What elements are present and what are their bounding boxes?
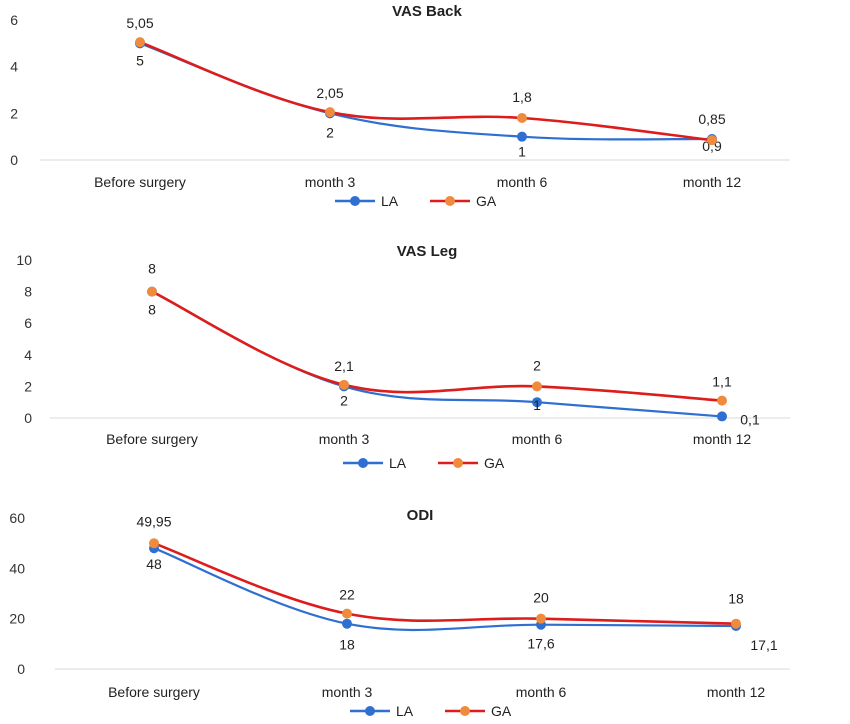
data-label-la: 2	[326, 124, 334, 140]
legend-marker-la	[358, 458, 368, 468]
y-tick-label: 20	[9, 611, 25, 627]
legend-marker-ga	[460, 706, 470, 716]
series-line-la	[139, 42, 713, 141]
point-ga	[339, 379, 349, 390]
point-ga	[149, 538, 159, 549]
data-label-la: 18	[339, 637, 355, 653]
data-label-ga: 18	[728, 591, 744, 607]
data-label-ga: 8	[148, 261, 156, 277]
legend-label-la: LA	[389, 455, 407, 471]
x-tick-label: month 3	[322, 684, 373, 700]
data-label-la: 0,1	[740, 411, 760, 427]
chart-title: VAS Back	[392, 3, 462, 20]
data-label-la: 1	[533, 397, 541, 413]
series-line-ga	[153, 542, 737, 625]
legend-label-la: LA	[396, 703, 414, 719]
y-tick-label: 6	[24, 315, 32, 331]
point-la	[532, 397, 542, 408]
chart-1: VAS Leg 0 2 4 6 8 10 Before surgery month 3 month…	[16, 243, 790, 471]
y-tick-label: 0	[24, 410, 32, 426]
y-tick-label: 0	[17, 661, 25, 677]
x-tick-label: Before surgery	[108, 684, 200, 700]
data-label-ga: 49,95	[136, 513, 171, 529]
legend-label-la: LA	[381, 193, 399, 209]
data-label-la: 5	[136, 52, 144, 68]
y-tick-label: 2	[24, 378, 32, 394]
data-label-ga: 2,05	[316, 85, 343, 101]
x-tick-label: month 6	[516, 684, 567, 700]
legend-marker-ga	[445, 196, 455, 206]
point-ga	[707, 135, 717, 146]
chart-2: ODI 0 20 40 60 Before surgery month 3 month 6 mo…	[9, 507, 790, 719]
point-ga	[532, 381, 542, 392]
x-tick-label: Before surgery	[106, 431, 198, 447]
point-la	[517, 131, 527, 142]
y-tick-label: 60	[9, 510, 25, 526]
legend-label-ga: GA	[476, 193, 497, 209]
data-label-la: 0,9	[702, 138, 722, 154]
chart-title: ODI	[407, 507, 434, 524]
data-label-ga: 22	[339, 587, 355, 603]
y-tick-label: 4	[10, 59, 18, 75]
data-label-la: 17,1	[750, 637, 777, 653]
data-label-ga: 1,1	[712, 374, 732, 390]
series-line-ga	[139, 40, 713, 142]
x-tick-label: month 3	[319, 431, 370, 447]
series-line-ga	[151, 290, 723, 402]
point-la	[342, 618, 352, 629]
x-tick-label: month 6	[497, 174, 548, 190]
series-line-la	[153, 547, 737, 632]
point-la	[717, 411, 727, 422]
legend-label-ga: GA	[491, 703, 512, 719]
x-tick-label: month 12	[707, 684, 766, 700]
data-label-ga: 1,8	[512, 89, 532, 105]
point-ga	[342, 608, 352, 619]
legend-marker-ga	[453, 458, 463, 468]
x-tick-label: month 12	[683, 174, 742, 190]
data-label-ga: 2	[533, 357, 541, 373]
legend-marker-la	[365, 706, 375, 716]
data-label-la: 8	[148, 302, 156, 318]
y-tick-label: 40	[9, 560, 25, 576]
chart-title: VAS Leg	[397, 243, 458, 260]
x-tick-label: month 3	[305, 174, 356, 190]
x-tick-label: month 12	[693, 431, 752, 447]
y-tick-label: 8	[24, 284, 32, 300]
data-label-la: 1	[518, 144, 526, 160]
point-ga	[325, 107, 335, 118]
data-label-ga: 2,1	[334, 358, 354, 374]
data-label-ga: 5,05	[126, 15, 153, 31]
point-ga	[536, 613, 546, 624]
y-tick-label: 10	[16, 252, 32, 268]
x-tick-label: Before surgery	[94, 174, 186, 190]
point-ga	[731, 618, 741, 629]
x-tick-label: month 6	[512, 431, 563, 447]
point-ga	[147, 286, 157, 297]
y-tick-label: 4	[24, 347, 32, 363]
data-label-la: 17,6	[527, 636, 554, 652]
y-tick-label: 2	[10, 105, 18, 121]
point-ga	[717, 395, 727, 406]
legend-marker-la	[350, 196, 360, 206]
data-label-la: 2	[340, 392, 348, 408]
legend-label-ga: GA	[484, 455, 505, 471]
point-ga	[517, 113, 527, 123]
chart-0: VAS Back 0 2 4 6 Before surgery month 3 month 6…	[10, 3, 790, 209]
series-line-la	[151, 290, 723, 418]
data-label-ga: 0,85	[698, 111, 725, 127]
y-tick-label: 6	[10, 12, 18, 28]
data-label-la: 48	[146, 556, 162, 572]
data-label-ga: 20	[533, 590, 549, 606]
y-tick-label: 0	[10, 152, 18, 168]
point-ga	[135, 37, 145, 48]
